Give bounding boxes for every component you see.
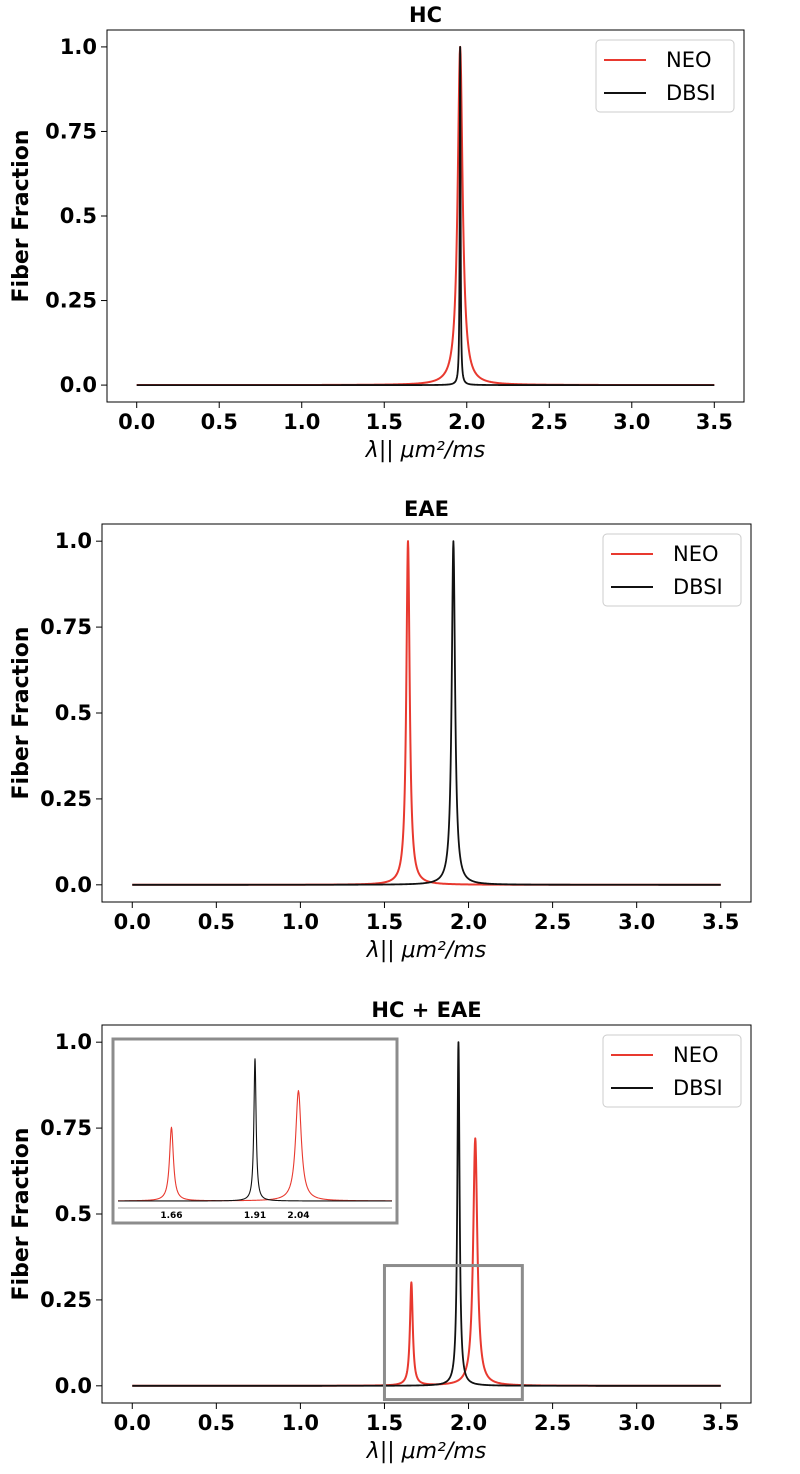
x-tick-label: 0.5 xyxy=(201,410,238,434)
x-tick-label: 1.5 xyxy=(366,410,403,434)
x-tick-label: 3.0 xyxy=(618,910,655,934)
y-tick-label: 0.75 xyxy=(45,119,97,143)
series-line-dbsi xyxy=(132,540,721,886)
chart-title: HC xyxy=(409,3,442,27)
x-tick-label: 0.0 xyxy=(114,910,151,934)
x-tick-label: 2.5 xyxy=(534,910,571,934)
y-tick-label: 1.0 xyxy=(55,1030,92,1054)
x-tick-label: 1.0 xyxy=(282,910,319,934)
legend-label-neo: NEO xyxy=(673,1043,719,1067)
y-tick-label: 0.5 xyxy=(55,701,92,725)
x-tick-label: 3.5 xyxy=(702,910,739,934)
x-tick-label: 3.0 xyxy=(618,1411,655,1435)
y-tick-label: 0.5 xyxy=(55,1202,92,1226)
zoom-region-box xyxy=(382,1264,524,1402)
legend: NEO DBSI xyxy=(602,533,742,607)
x-tick-label: 0.5 xyxy=(198,1411,235,1435)
x-axis-label: λ|| μm²/ms xyxy=(365,438,485,463)
chart-panel-2: EAE 0.0 0.5 1.0 1.5 2.0 2.5 3.0 3.5 0.0 0.25 0.5 0.7… xyxy=(9,497,752,963)
x-tick-label: 2.0 xyxy=(450,1411,487,1435)
y-axis-label: Fiber Fraction xyxy=(9,627,34,800)
legend-label-dbsi: DBSI xyxy=(666,81,716,105)
x-tick-label: 3.5 xyxy=(702,1411,739,1435)
legend: NEO DBSI xyxy=(602,1034,742,1108)
x-tick-label: 1.5 xyxy=(366,910,403,934)
y-tick-label: 0.25 xyxy=(45,289,97,313)
legend-label-neo: NEO xyxy=(666,48,712,72)
y-tick-label: 0.5 xyxy=(60,204,97,228)
x-tick-label: 2.0 xyxy=(450,910,487,934)
y-tick-label: 0.0 xyxy=(55,1374,92,1398)
x-axis-label: λ|| μm²/ms xyxy=(366,1439,486,1464)
x-tick-label: 0.0 xyxy=(118,410,155,434)
y-axis-label: Fiber Fraction xyxy=(9,130,34,303)
y-tick-label: 0.0 xyxy=(55,873,92,897)
x-tick-label: 2.5 xyxy=(531,410,568,434)
x-tick-label: 2.5 xyxy=(534,1411,571,1435)
x-tick-label: 1.0 xyxy=(282,1411,319,1435)
chart-title: EAE xyxy=(404,497,449,521)
chart-panel-3: HC + EAE 0.0 0.5 1.0 1.5 2.0 2.5 3.0 3.5 0.0 0.25 0… xyxy=(9,998,752,1464)
x-tick-label: 3.0 xyxy=(613,410,650,434)
x-tick-label: 1.5 xyxy=(366,1411,403,1435)
legend: NEO DBSI xyxy=(595,39,735,113)
x-tick-label: 2.0 xyxy=(448,410,485,434)
x-tick-label: 1.0 xyxy=(283,410,320,434)
y-tick-label: 0.25 xyxy=(40,787,92,811)
y-tick-label: 1.0 xyxy=(55,529,92,553)
inset-tick-label: 1.91 xyxy=(244,1211,266,1221)
y-tick-label: 0.25 xyxy=(40,1288,92,1312)
inset-series-neo xyxy=(118,1089,392,1202)
y-tick-label: 1.0 xyxy=(60,35,97,59)
inset-series-dbsi xyxy=(118,1058,392,1202)
y-tick-label: 0.0 xyxy=(60,373,97,397)
chart-panel-1: HC 0.0 0.5 1.0 1.5 2.0 2.5 3.0 3.5 0.0 0.25 0.5 0.75… xyxy=(9,3,745,463)
y-axis-label: Fiber Fraction xyxy=(9,1128,34,1301)
series-line-dbsi xyxy=(136,46,715,386)
x-tick-label: 3.5 xyxy=(696,410,733,434)
legend-label-dbsi: DBSI xyxy=(673,1076,723,1100)
x-tick-label: 0.0 xyxy=(114,1411,151,1435)
inset-tick-label: 1.66 xyxy=(160,1211,182,1221)
series-line-dbsi xyxy=(132,1041,721,1387)
legend-label-neo: NEO xyxy=(673,542,719,566)
x-axis-label: λ|| μm²/ms xyxy=(366,938,486,963)
y-tick-label: 0.75 xyxy=(40,1116,92,1140)
inset: 1.66 1.91 2.04 xyxy=(111,1037,399,1225)
x-tick-label: 0.5 xyxy=(198,910,235,934)
chart-title: HC + EAE xyxy=(371,998,481,1022)
y-tick-label: 0.75 xyxy=(40,615,92,639)
legend-label-dbsi: DBSI xyxy=(673,575,723,599)
inset-tick-label: 2.04 xyxy=(287,1211,309,1221)
